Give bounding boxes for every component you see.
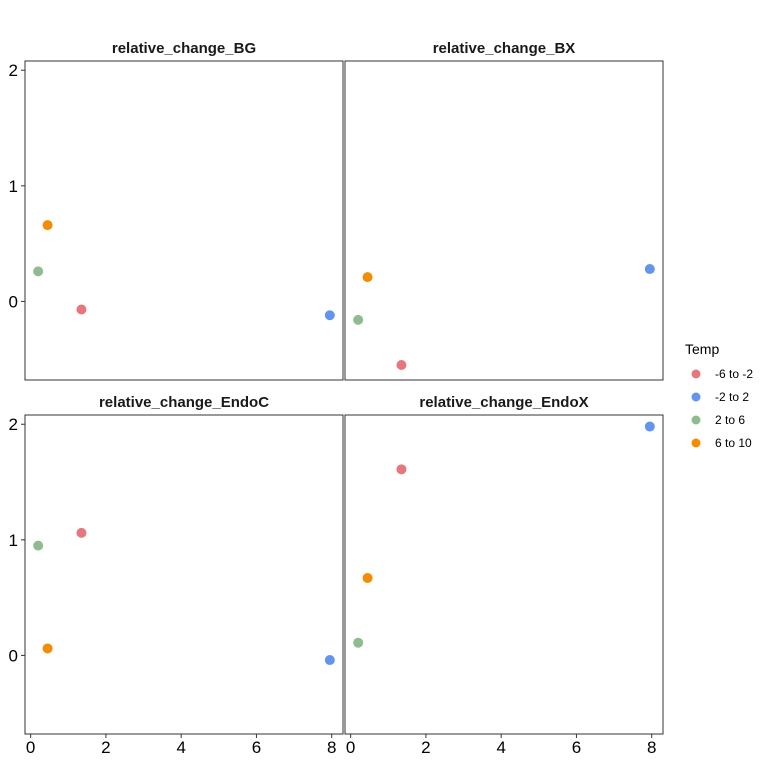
legend: Temp -6 to -2 -2 to 2 2 to 6 6 to 10	[685, 341, 753, 450]
data-point	[396, 359, 407, 370]
panel-title: relative_change_EndoC	[99, 394, 269, 411]
x-tick-label: 2	[101, 738, 110, 757]
y-tick-label: 1	[9, 531, 18, 550]
data-point	[362, 272, 373, 283]
x-tick-label: 4	[176, 738, 185, 757]
data-point	[396, 464, 407, 475]
y-tick-label: 0	[9, 646, 18, 665]
data-point	[362, 572, 373, 583]
facet-panel: relative_change_EndoX 0 2 4 6 8	[344, 394, 664, 757]
data-point	[76, 304, 87, 315]
x-tick-label: 6	[572, 738, 581, 757]
y-tick-label: 2	[9, 415, 18, 434]
data-point	[644, 421, 655, 432]
panel-frame	[344, 414, 664, 735]
panel-frame	[24, 414, 344, 735]
legend-key	[691, 369, 701, 379]
y-tick-label: 1	[9, 177, 18, 196]
data-point	[353, 637, 364, 648]
panel-frame	[344, 60, 664, 381]
facet-panel: relative_change_BG 0 1 2	[9, 40, 344, 381]
facet-panel: relative_change_BX	[344, 40, 664, 381]
data-point	[76, 527, 87, 538]
x-tick-label: 2	[421, 738, 430, 757]
legend-title: Temp	[685, 341, 719, 357]
x-tick-label: 8	[647, 738, 656, 757]
data-point	[353, 314, 364, 325]
y-tick-label: 2	[9, 61, 18, 80]
panel-title: relative_change_BG	[112, 40, 256, 57]
x-tick-label: 0	[346, 738, 355, 757]
panel-title: relative_change_BX	[433, 40, 576, 57]
data-point	[42, 643, 53, 654]
panel-title: relative_change_EndoX	[419, 394, 588, 411]
legend-key	[691, 415, 701, 425]
data-point	[324, 310, 335, 321]
legend-label: 2 to 6	[715, 413, 745, 427]
y-tick-label: 0	[9, 292, 18, 311]
legend-label: -2 to 2	[715, 390, 749, 404]
x-tick-label: 6	[252, 738, 261, 757]
panel-frame	[24, 60, 344, 381]
data-point	[644, 264, 655, 275]
legend-label: -6 to -2	[715, 367, 753, 381]
x-tick-label: 0	[26, 738, 35, 757]
data-point	[42, 220, 53, 231]
legend-key	[691, 392, 701, 402]
data-point	[33, 540, 44, 551]
x-tick-label: 4	[496, 738, 505, 757]
facet-panel: relative_change_EndoC 0 1 2 0 2 4 6 8	[9, 394, 344, 757]
x-tick-label: 8	[327, 738, 336, 757]
data-point	[324, 655, 335, 666]
legend-label: 6 to 10	[715, 436, 752, 450]
legend-key	[691, 438, 701, 448]
data-point	[33, 266, 44, 277]
